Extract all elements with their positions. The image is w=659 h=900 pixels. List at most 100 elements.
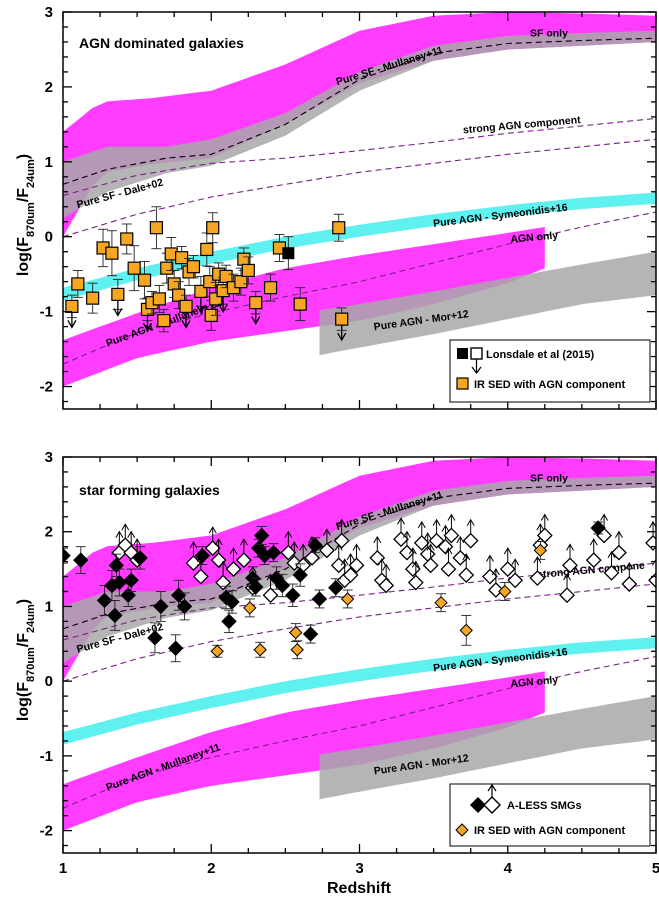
smg-limit-37-arrowhead xyxy=(456,535,465,544)
model-band-4 xyxy=(319,696,656,800)
curve-label-5: AGN only xyxy=(510,230,559,246)
legend-label-ir-sed-2: IR SED with AGN component xyxy=(474,825,625,837)
agn-point-9-arrowhead xyxy=(142,323,153,332)
smg-black-diamond-5 xyxy=(108,557,125,574)
model-line-3 xyxy=(63,211,656,365)
smg-limit-9-arrowhead xyxy=(229,547,238,555)
x-tick-label: 5 xyxy=(652,860,659,877)
x-tick-label: 1 xyxy=(59,860,67,877)
smg-orange-diamond-5 xyxy=(340,592,355,606)
legend-label-lonsdale: Lonsdale et al (2015) xyxy=(486,349,595,361)
smg-limit-8-arrowhead xyxy=(219,560,228,568)
smg-limit-14-arrowhead xyxy=(290,541,299,549)
agn-orange-square-21 xyxy=(186,260,201,274)
agn-orange-square-4 xyxy=(105,246,119,260)
smg-black-diamond-0 xyxy=(63,547,71,564)
legend-arrow-head xyxy=(471,366,482,374)
smg-limit-32-arrowhead xyxy=(426,543,435,551)
agn-orange-square-11 xyxy=(149,221,163,235)
agn-orange-square-8 xyxy=(137,273,152,287)
agn-orange-square-22 xyxy=(194,284,208,298)
smg-black-diamond-10 xyxy=(147,630,163,646)
agn-orange-square-26 xyxy=(206,221,220,235)
y-tick-label: 1 xyxy=(45,598,53,615)
smg-open-diamond-43 xyxy=(507,572,524,589)
smg-open-diamond-22 xyxy=(348,557,365,574)
panel2-xlabel: Redshift xyxy=(327,880,392,897)
smg-open-diamond-6 xyxy=(204,540,221,557)
smg-open-diamond-40 xyxy=(482,568,498,585)
y-tick-label: 0 xyxy=(45,673,53,690)
agn-point-5-arrowhead xyxy=(113,308,123,317)
smg-open-diamond-19 xyxy=(333,532,350,549)
smg-limit-6-arrowhead xyxy=(208,526,217,534)
panel1-axes: -2 -1 0 1 2 3 xyxy=(40,4,657,409)
smg-black-diamond-22 xyxy=(253,527,270,544)
y-tick-label: -2 xyxy=(40,823,53,840)
y-tick-label: 3 xyxy=(45,4,53,21)
smg-open-diamond-39 xyxy=(462,532,479,549)
curve-label-4: Pure AGN - Symeonidis+16 xyxy=(433,202,569,230)
smg-black-diamond-26 xyxy=(274,577,291,594)
smg-black-diamond-8 xyxy=(123,572,139,588)
model-band-3 xyxy=(63,671,545,831)
legend-orange-diamond-marker xyxy=(455,823,469,837)
smg-limit-53-arrowhead xyxy=(625,562,634,570)
smg-limit-47-arrowhead xyxy=(563,573,571,581)
smg-limit-48-arrowhead xyxy=(566,543,574,551)
smg-black-diamond-2 xyxy=(96,592,113,609)
agn-orange-square-38 xyxy=(293,297,307,311)
smg-open-diamond-42 xyxy=(499,561,516,577)
legend-open-square-marker xyxy=(470,347,483,360)
smg-limit-27-arrowhead xyxy=(403,530,411,538)
smg-limit-15-arrowhead xyxy=(299,543,308,551)
smg-open-diamond-54 xyxy=(645,535,656,551)
smg-limit-1-arrowhead xyxy=(121,523,130,531)
smg-black-diamond-15 xyxy=(194,547,211,564)
smg-black-diamond-24 xyxy=(265,544,282,561)
x-tick-label: 2 xyxy=(207,860,215,877)
y-tick-label: -2 xyxy=(40,379,53,396)
smg-open-diamond-46 xyxy=(536,527,553,544)
smg-limit-2-arrowhead xyxy=(127,530,136,538)
smg-orange-diamond-9 xyxy=(533,543,548,558)
y-tick-label: 3 xyxy=(45,449,53,466)
agn-orange-square-32 xyxy=(234,275,248,289)
smg-limit-24-arrowhead xyxy=(377,558,386,566)
smg-limit-19-arrowhead xyxy=(337,518,346,526)
y-tick-label: -1 xyxy=(40,748,53,765)
smg-open-diamond-48 xyxy=(562,557,578,574)
smg-open-diamond-8 xyxy=(215,574,232,591)
x-tick-label: 3 xyxy=(355,860,363,877)
panel2-legend-box xyxy=(449,783,651,847)
y-tick-label: 1 xyxy=(45,154,53,171)
legend-label-ir-sed: IR SED with AGN component xyxy=(474,379,625,391)
agn-orange-square-12 xyxy=(152,292,166,306)
smg-open-diamond-38 xyxy=(458,567,475,583)
smg-orange-diamond-4 xyxy=(290,643,304,657)
smg-limit-40-arrowhead xyxy=(486,554,494,562)
smg-open-diamond-10 xyxy=(235,552,252,569)
smg-limit-10-arrowhead xyxy=(239,538,248,546)
smg-limit-43-arrowhead xyxy=(511,558,520,566)
smg-open-diamond-23 xyxy=(369,549,386,566)
lonsdale-black-square-0 xyxy=(282,247,295,260)
smg-open-diamond-21 xyxy=(342,567,359,583)
agn-orange-square-6 xyxy=(120,232,134,246)
smg-limit-26-arrowhead xyxy=(397,517,405,525)
smg-open-diamond-16 xyxy=(304,549,320,566)
smg-limit-25-arrowhead xyxy=(382,563,391,571)
smg-open-diamond-53 xyxy=(621,576,638,592)
panel2-title: star forming galaxies xyxy=(79,482,220,498)
agn-orange-square-1 xyxy=(71,277,85,291)
smg-limit-0-arrowhead xyxy=(115,530,124,538)
smg-limit-50-arrowhead xyxy=(600,513,609,521)
smg-limit-31-arrowhead xyxy=(423,532,432,540)
panel1-ylabel: log(F870um/F24um) xyxy=(15,154,37,276)
agn-orange-square-40 xyxy=(335,312,349,326)
smg-limit-3-arrowhead xyxy=(133,538,142,546)
smg-open-diamond-47 xyxy=(559,587,575,604)
